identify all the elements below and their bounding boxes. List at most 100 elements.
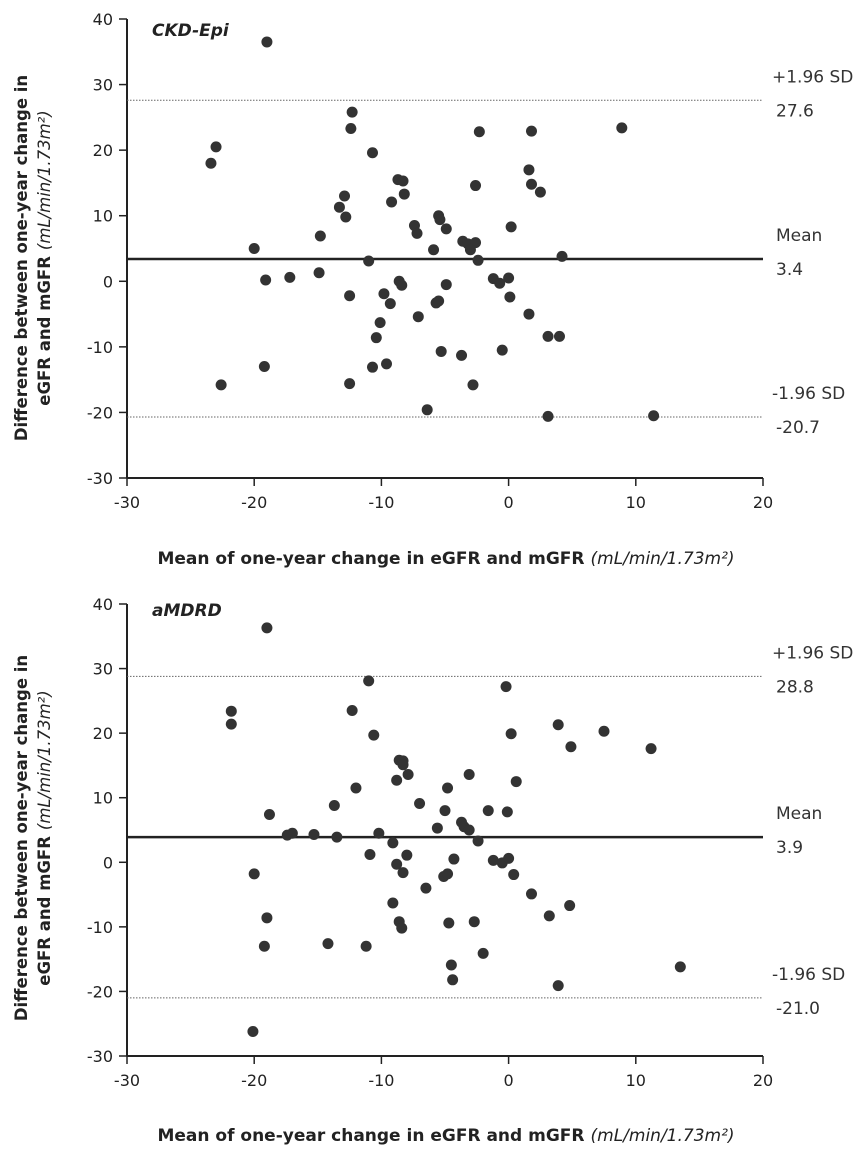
data-point xyxy=(373,827,385,839)
reference-line-value: -20.7 xyxy=(776,418,820,438)
data-point xyxy=(258,361,270,373)
data-point xyxy=(398,188,410,200)
data-point xyxy=(616,122,628,134)
data-point xyxy=(510,776,522,788)
data-point xyxy=(420,882,432,894)
x-tick-label: 20 xyxy=(753,1071,773,1090)
data-point xyxy=(463,768,475,780)
y-tick-label: 0 xyxy=(103,272,113,291)
data-point xyxy=(339,190,351,202)
data-point xyxy=(648,410,660,422)
reference-line-name: +1.96 SD xyxy=(772,67,853,87)
data-point xyxy=(542,410,554,422)
reference-line-labels: +1.96 SD 27.6 Mean 3.4 -1.96 SD -20.7 xyxy=(772,67,853,438)
data-point xyxy=(260,274,272,286)
data-point xyxy=(344,290,356,302)
data-point xyxy=(421,404,433,416)
y-tick-label: 40 xyxy=(93,595,113,614)
data-point xyxy=(401,849,413,861)
data-point xyxy=(565,741,577,753)
data-point xyxy=(645,743,657,755)
reference-lines xyxy=(127,675,763,999)
reference-line-name: Mean xyxy=(776,226,822,246)
reference-line-name: Mean xyxy=(776,804,822,824)
reference-line-labels: +1.96 SD 28.8 Mean 3.9 -1.96 SD -21.0 xyxy=(772,643,853,1019)
data-point xyxy=(552,719,564,731)
y-tick-label: -10 xyxy=(87,338,113,357)
data-point xyxy=(505,221,517,233)
y-axis-title: eGFR and mGFR xyxy=(35,836,54,986)
y-tick-label: 40 xyxy=(93,10,113,29)
data-point xyxy=(340,211,352,223)
x-axis-unit: (mL/min/1.73m²) xyxy=(591,1126,735,1146)
data-point xyxy=(248,243,260,254)
data-point xyxy=(504,291,516,303)
data-point xyxy=(523,308,535,320)
data-point xyxy=(431,822,443,834)
y-axis-unit: (mL/min/1.73m²) xyxy=(35,110,54,250)
data-point xyxy=(440,223,452,235)
data-point xyxy=(447,974,459,986)
data-point xyxy=(525,178,537,190)
y-tick-label: 0 xyxy=(103,853,113,872)
data-point xyxy=(344,378,356,390)
reference-line-value: -21.0 xyxy=(776,999,820,1019)
data-point xyxy=(503,852,515,864)
data-point xyxy=(261,36,273,48)
data-point xyxy=(396,279,408,291)
data-point xyxy=(442,782,454,794)
x-axis-label: Mean of one-year change in eGFR and mGFR… xyxy=(157,1126,734,1146)
data-point xyxy=(386,196,398,208)
x-tick-label: 0 xyxy=(504,1071,514,1090)
x-tick-label: 0 xyxy=(504,493,514,512)
data-point xyxy=(328,799,340,811)
data-point xyxy=(445,959,457,971)
data-point xyxy=(313,267,325,279)
data-point xyxy=(456,349,468,361)
data-point xyxy=(384,298,396,310)
data-point xyxy=(523,164,535,176)
reference-line-value: 27.6 xyxy=(776,101,814,121)
x-axis-title: Mean of one-year change in eGFR and mGFR xyxy=(157,1126,584,1146)
data-point xyxy=(396,922,408,934)
data-point xyxy=(439,805,451,817)
y-tick-label: -30 xyxy=(87,1047,113,1066)
data-point xyxy=(397,175,409,187)
data-point xyxy=(333,201,345,213)
y-tick-label: -30 xyxy=(87,469,113,488)
data-point xyxy=(346,106,358,118)
data-point xyxy=(366,147,378,159)
data-point xyxy=(525,125,537,137)
data-point xyxy=(225,705,237,717)
data-point xyxy=(435,345,447,357)
data-point xyxy=(552,980,564,992)
x-axis-title: Mean of one-year change in eGFR and mGFR xyxy=(157,549,584,569)
y-axis-title: eGFR and mGFR xyxy=(35,256,54,406)
data-point xyxy=(487,854,499,866)
data-points xyxy=(225,622,686,1037)
data-point xyxy=(247,1025,259,1037)
y-tick-label: -20 xyxy=(87,982,113,1001)
data-point xyxy=(346,705,358,717)
data-point xyxy=(674,961,686,973)
chart-ckd-epi: CKD-Epi -30 -20 -10 0 10 20 -30 -20 -10 0 10 20 30 40… xyxy=(12,10,853,569)
reference-line-value: 3.9 xyxy=(776,838,803,858)
data-point xyxy=(411,227,423,239)
data-point xyxy=(281,829,293,841)
data-point xyxy=(378,288,390,300)
data-point xyxy=(225,718,237,730)
x-axis-label: Mean of one-year change in eGFR and mGFR… xyxy=(157,549,734,569)
x-axis-unit: (mL/min/1.73m²) xyxy=(591,549,735,569)
data-point xyxy=(482,805,494,817)
data-point xyxy=(414,798,426,810)
data-point xyxy=(442,868,454,880)
x-tick-label: -10 xyxy=(368,1071,394,1090)
y-tick-label: 30 xyxy=(93,76,113,95)
data-point xyxy=(308,829,320,841)
data-point xyxy=(370,332,382,344)
data-point xyxy=(258,940,270,952)
data-point xyxy=(391,858,403,870)
data-point xyxy=(210,141,222,153)
data-point xyxy=(363,255,375,267)
